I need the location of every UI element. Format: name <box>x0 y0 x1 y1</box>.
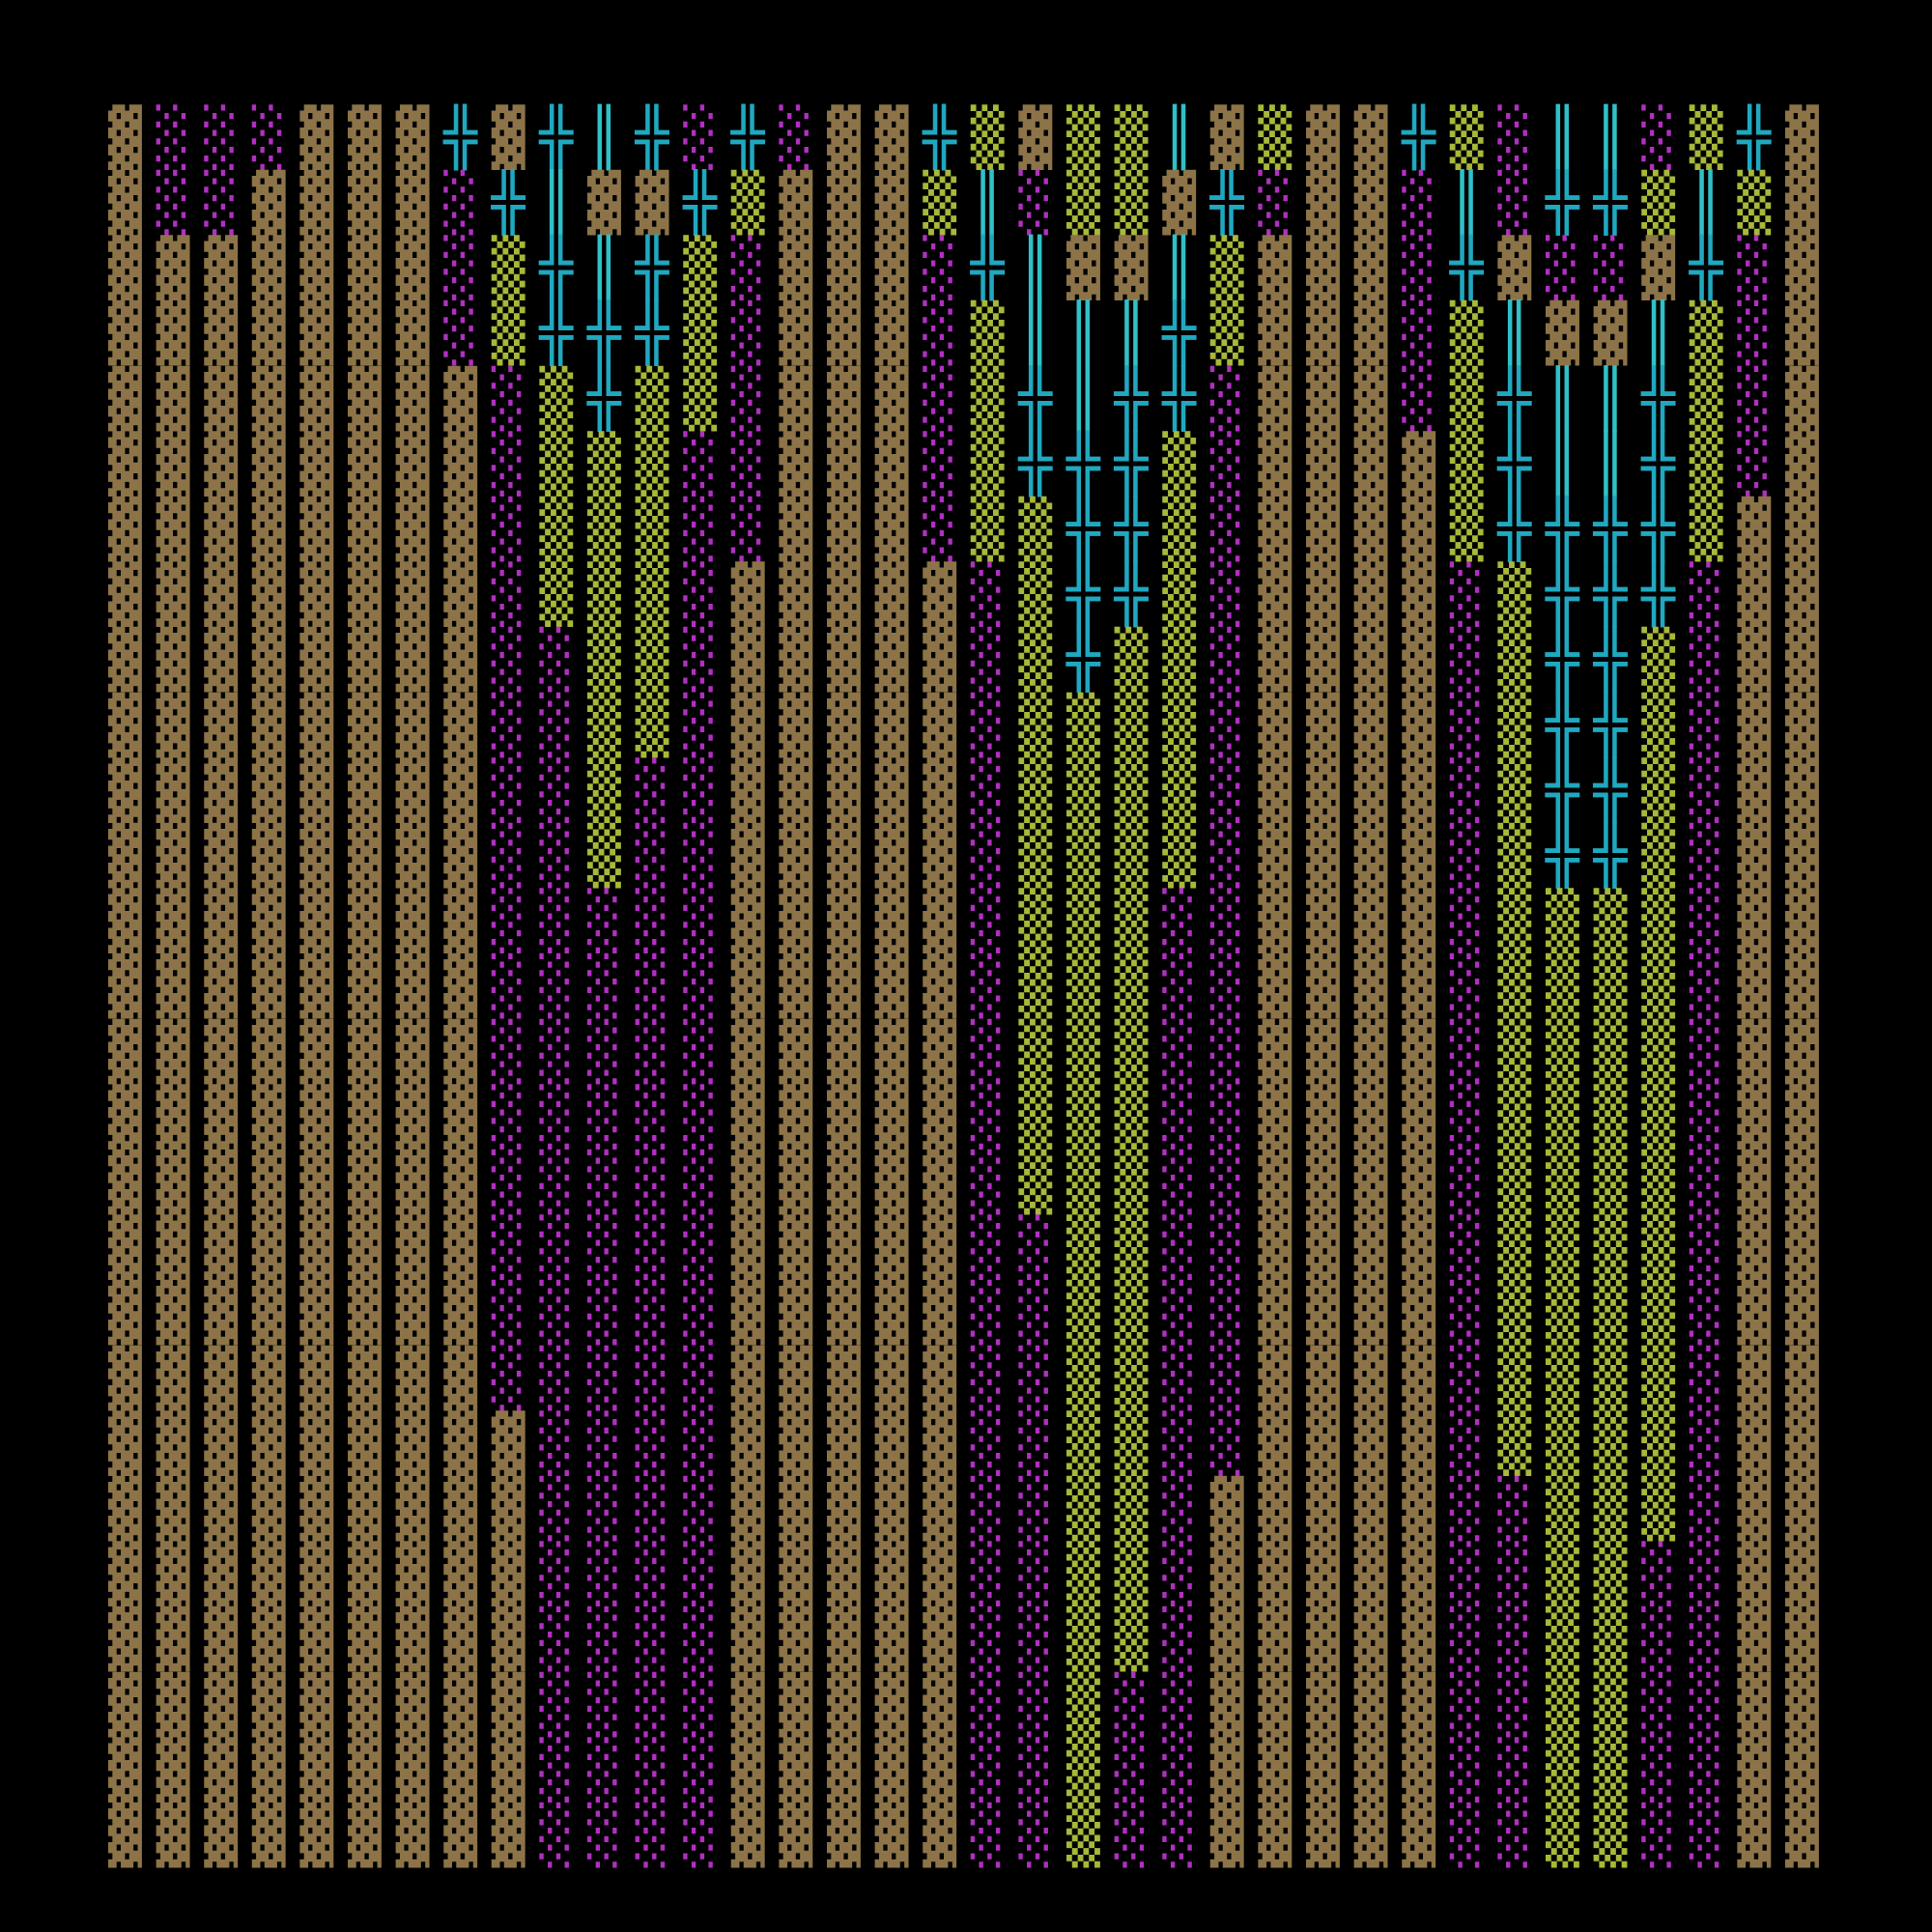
map-row: ▓ ▓ ▓ ▓ ▓ ▓ ▓ ▓ ░ ░ ▒ ▒ ░ ▓ ▓ ▓ ▓ ▓ ░ ▒ ▒ ▒ ▒ ░ ▓ ▓ ▓ ▓ ░ ▒ ╬ ╬ ▒ ░ ▓ ▓ <box>108 691 1819 758</box>
map-row: ▓ ▓ ▓ ▓ ▓ ▓ ▓ ▓ ░ ░ ░ ░ ░ ▓ ▓ ▓ ▓ ▓ ░ ░ ▒ ▒ ░ ░ ▓ ▓ ▓ ▓ ░ ▒ ▒ ▒ ▒ ░ ▓ ▓ <box>108 1280 1819 1346</box>
map-row: ▓ ▓ ▓ ▓ ▓ ▓ ▓ ▓ ░ ▒ ▒ ▒ ░ ▓ ▓ ▓ ▓ ▓ ░ ▒ ╬ ╬ ▒ ░ ▓ ▓ ▓ ▓ ░ ▒ ╬ ╬ ╬ ░ ▓ ▓ <box>108 560 1819 628</box>
map-row: ▓ ░ ░ ▓ ▓ ▓ ▓ ░ ╬ ║ ▓ ▓ ╬ ▒ ▓ ▓ ▓ ▒ ║ ░ ▒ ▒ ▓ ╬ ░ ▓ ▓ ░ ║ ░ ╬ ╬ ▒ ║ ▒ ▓ <box>108 169 1819 237</box>
map-row: ▓ ▓ ▓ ▓ ▓ ▓ ▓ ▓ ▓ ░ ░ ░ ░ ▓ ▓ ▓ ▓ ▓ ░ ░ ▒ ▒ ░ ▓ ▓ ▓ ▓ ▓ ░ ░ ▒ ▒ ░ ░ ▓ ▓ <box>108 1541 1819 1606</box>
map-row: ▓ ▓ ▓ ▓ ▓ ▓ ▓ ▓ ░ ░ ░ ░ ░ ▓ ▓ ▓ ▓ ▓ ░ ░ ▒ ▒ ░ ░ ▓ ▓ ▓ ▓ ░ ▒ ▒ ▒ ▒ ░ ▓ ▓ <box>108 1214 1819 1280</box>
map-row: ▓ ▓ ▓ ▓ ▓ ▓ ▓ ▓ ░ ░ ▒ ▒ ░ ▓ ▓ ▓ ▓ ▓ ░ ▒ ╬ ▒ ▒ ░ ▓ ▓ ▓ ▓ ░ ▒ ╬ ╬ ▒ ░ ▓ ▓ <box>108 626 1819 694</box>
map-row: ▓ ▓ ▓ ▓ ▓ ▓ ▓ ▓ ░ ░ ▒ ░ ░ ▓ ▓ ▓ ▓ ▓ ░ ▒ ▒ ▒ ▒ ░ ▓ ▓ ▓ ▓ ░ ▒ ╬ ╬ ▒ ░ ▓ ▓ <box>108 756 1819 824</box>
map-row: ▓ ▓ ▓ ▓ ▓ ▓ ▓ ▓ ▓ ░ ░ ░ ░ ▓ ▓ ▓ ▓ ▓ ░ ░ ▒ ▒ ░ ▓ ▓ ▓ ▓ ▓ ░ ░ ▒ ▒ ▒ ░ ▓ ▓ <box>108 1476 1819 1542</box>
map-row: ▓ ▓ ▓ ▓ ▓ ▓ ▓ ▓ ░ ░ ▒ ░ ░ ▓ ▓ ▓ ▓ ▓ ░ ▒ ▒ ▒ ▒ ░ ▓ ▓ ▓ ▓ ░ ▒ ╬ ╬ ▒ ░ ▓ ▓ <box>108 822 1819 890</box>
map-row: ▓ ▓ ▓ ▓ ▓ ▓ ▓ ▓ ░ ▒ ▒ ▒ ░ ░ ▓ ▓ ▓ ░ ▒ ╬ ╬ ╬ ▒ ░ ▓ ▓ ▓ ▓ ▒ ╬ ║ ║ ╬ ▒ ░ ▓ <box>108 430 1819 497</box>
map-row: ▓ ▓ ▓ ▓ ▓ ▓ ▓ ▓ ░ ▒ ▒ ▒ ░ ░ ▓ ▓ ▓ ░ ▒ ▒ ╬ ╬ ▒ ░ ▓ ▓ ▓ ▓ ▒ ╬ ╬ ╬ ╬ ▒ ▓ ▓ <box>108 496 1819 563</box>
map-row: ▓ ▓ ▓ ▓ ▓ ▓ ▓ ░ ▒ ╬ ║ ╬ ▒ ░ ▓ ▓ ▓ ░ ╬ ║ ▓ ▓ ║ ▒ ▓ ▓ ▓ ░ ╬ ▓ ░ ░ ▓ ╬ ░ ▓ <box>108 234 1819 301</box>
map-row: ▓ ▓ ▓ ▓ ▓ ▓ ▓ ▓ ░ ░ ░ ░ ░ ▓ ▓ ▓ ▓ ▓ ░ ▒ ▒ ▒ ░ ░ ▓ ▓ ▓ ▓ ░ ▒ ▒ ▒ ▒ ░ ▓ ▓ <box>108 888 1819 953</box>
map-row: ▓ ▓ ▓ ▓ ▓ ▓ ▓ ▓ ░ ░ ░ ░ ░ ▓ ▓ ▓ ▓ ▓ ░ ▒ ▒ ▒ ░ ░ ▓ ▓ ▓ ▓ ░ ▒ ▒ ▒ ▒ ░ ▓ ▓ <box>108 1018 1819 1084</box>
map-row: ▓ ▓ ▓ ▓ ▓ ▓ ▓ ▓ ▓ ░ ░ ░ ░ ▓ ▓ ▓ ▓ ▓ ░ ░ ▒ ▒ ░ ░ ▓ ▓ ▓ ▓ ░ ▒ ▒ ▒ ▒ ░ ▓ ▓ <box>108 1410 1819 1476</box>
map-row: ▓ ▓ ▓ ▓ ▓ ▓ ▓ ▓ ▓ ░ ░ ░ ░ ▓ ▓ ▓ ▓ ▓ ░ ░ ▒ ░ ░ ▓ ▓ ▓ ▓ ▓ ░ ░ ▒ ▒ ░ ░ ▓ ▓ <box>108 1803 1819 1868</box>
map-row: ▓ ▓ ▓ ▓ ▓ ▓ ▓ ▓ ▓ ░ ░ ░ ░ ▓ ▓ ▓ ▓ ▓ ░ ░ ▒ ░ ░ ▓ ▓ ▓ ▓ ▓ ░ ░ ▒ ▒ ░ ░ ▓ ▓ <box>108 1737 1819 1803</box>
map-row: ▓ ▓ ▓ ▓ ▓ ▓ ▓ ▓ ░ ▒ ╬ ▒ ▒ ░ ▓ ▓ ▓ ░ ▒ ╬ ║ ╬ ╬ ░ ▓ ▓ ▓ ░ ▒ ╬ ║ ║ ╬ ▒ ░ ▓ <box>108 364 1819 432</box>
map-row: ▓ ▓ ▓ ▓ ▓ ▓ ▓ ▓ ░ ░ ░ ░ ░ ▓ ▓ ▓ ▓ ▓ ░ ▒ ▒ ▒ ░ ░ ▓ ▓ ▓ ▓ ░ ▒ ▒ ▒ ▒ ░ ▓ ▓ <box>108 1084 1819 1150</box>
map-row: ▓ ▓ ▓ ▓ ▓ ▓ ▓ ▓ ▓ ░ ░ ░ ░ ▓ ▓ ▓ ▓ ▓ ░ ░ ▒ ░ ░ ▓ ▓ ▓ ▓ ▓ ░ ░ ▒ ▒ ░ ░ ▓ ▓ <box>108 1671 1819 1737</box>
map-row: ▓ ▓ ▓ ▓ ▓ ▓ ▓ ▓ ░ ░ ░ ░ ░ ▓ ▓ ▓ ▓ ▓ ░ ▒ ▒ ▒ ░ ░ ▓ ▓ ▓ ▓ ░ ▒ ▒ ▒ ▒ ░ ▓ ▓ <box>108 953 1819 1019</box>
map-row: ▓ ▓ ▓ ▓ ▓ ▓ ▓ ░ ▒ ╬ ╬ ╬ ▒ ░ ▓ ▓ ▓ ░ ▒ ║ ║ ║ ╬ ▒ ▓ ▓ ▓ ░ ▒ ║ ▓ ▓ ║ ▒ ░ ▓ <box>108 299 1819 367</box>
map-row: ▓ ▓ ▓ ▓ ▓ ▓ ▓ ▓ ░ ░ ░ ░ ░ ▓ ▓ ▓ ▓ ▓ ░ ▒ ▒ ▒ ░ ░ ▓ ▓ ▓ ▓ ░ ▒ ▒ ▒ ▒ ░ ▓ ▓ <box>108 1150 1819 1215</box>
map-row: ▓ ▓ ▓ ▓ ▓ ▓ ▓ ▓ ░ ░ ░ ░ ░ ▓ ▓ ▓ ▓ ▓ ░ ░ ▒ ▒ ░ ░ ▓ ▓ ▓ ▓ ░ ▒ ▒ ▒ ▒ ░ ▓ ▓ <box>108 1345 1819 1410</box>
map-row: ▓ ▓ ▓ ▓ ▓ ▓ ▓ ▓ ▓ ░ ░ ░ ░ ▓ ▓ ▓ ▓ ▓ ░ ░ ▒ ▒ ░ ▓ ▓ ▓ ▓ ▓ ░ ░ ▒ ▒ ░ ░ ▓ ▓ <box>108 1606 1819 1672</box>
map-row: ▓ ░ ░ ░ ▓ ▓ ▓ ╬ ▓ ╬ ║ ╬ ░ ╬ ░ ▓ ▓ ╬ ▒ ▓ ▒ ▒ ║ ▓ ▒ ▓ ▓ ╬ ▒ ░ ║ ║ ░ ▒ ╬ ▓ <box>108 103 1819 171</box>
